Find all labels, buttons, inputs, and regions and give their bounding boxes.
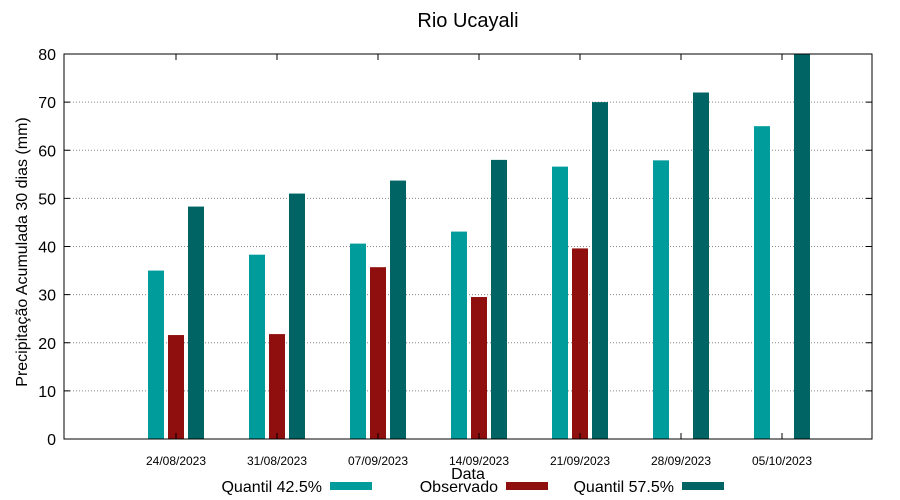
bar-quantil-42-5--6 <box>754 126 770 439</box>
ticks-layer: 0 10 20 30 40 50 60 70 80 24/08/2023 31/08/2023 07/… <box>38 47 872 468</box>
plot-frame <box>63 53 873 440</box>
y-tick-label: 30 <box>38 288 56 305</box>
bar-quantil-57-5--5 <box>693 92 709 439</box>
bar-observado-3 <box>471 297 487 439</box>
legend-swatch <box>506 482 548 490</box>
bar-quantil-42-5--3 <box>451 231 467 439</box>
bar-observado-2 <box>370 267 386 439</box>
legend-swatch <box>330 482 372 490</box>
legend-swatch <box>682 482 724 490</box>
y-tick-label: 0 <box>47 432 56 449</box>
y-tick-label: 10 <box>38 384 56 401</box>
x-tick-label: 28/09/2023 <box>651 454 711 468</box>
bar-quantil-57-5--2 <box>390 180 406 439</box>
chart-title: Rio Ucayali <box>417 10 518 32</box>
x-tick-label: 05/10/2023 <box>752 454 812 468</box>
x-tick-label: 21/09/2023 <box>550 454 610 468</box>
bar-quantil-57-5--6 <box>794 54 810 439</box>
y-tick-label: 20 <box>38 336 56 353</box>
x-tick-label: 14/09/2023 <box>449 454 509 468</box>
bar-quantil-57-5--0 <box>188 206 204 439</box>
y-tick-label: 80 <box>38 47 56 64</box>
bar-quantil-42-5--5 <box>653 160 669 439</box>
legend-label: Quantil 42.5% <box>221 479 322 496</box>
y-axis-label: Precipitação Acumulada 30 dias (mm) <box>14 117 31 386</box>
bar-observado-4 <box>572 248 588 439</box>
x-axis-label: Data <box>451 466 485 483</box>
legend: Quantil 42.5% Observado Quantil 57.5% <box>221 479 724 496</box>
y-tick-label: 40 <box>38 240 56 257</box>
bar-quantil-42-5--2 <box>350 243 366 439</box>
bar-observado-0 <box>168 335 184 439</box>
bar-quantil-57-5--3 <box>491 159 507 439</box>
legend-label: Quantil 57.5% <box>573 479 674 496</box>
bar-quantil-57-5--1 <box>289 193 305 439</box>
bar-quantil-42-5--1 <box>249 254 265 439</box>
grid-layer <box>64 101 872 392</box>
bar-quantil-57-5--4 <box>592 102 608 439</box>
y-tick-label: 60 <box>38 143 56 160</box>
bar-quantil-42-5--0 <box>148 270 164 439</box>
x-tick-label: 07/09/2023 <box>348 454 408 468</box>
y-tick-label: 70 <box>38 95 56 112</box>
x-tick-label: 24/08/2023 <box>146 454 206 468</box>
bar-quantil-42-5--4 <box>552 166 568 440</box>
y-tick-label: 50 <box>38 191 56 208</box>
legend-label: Observado <box>420 479 498 496</box>
bar-observado-1 <box>269 334 285 439</box>
x-tick-label: 31/08/2023 <box>247 454 307 468</box>
bars-layer <box>148 54 810 440</box>
